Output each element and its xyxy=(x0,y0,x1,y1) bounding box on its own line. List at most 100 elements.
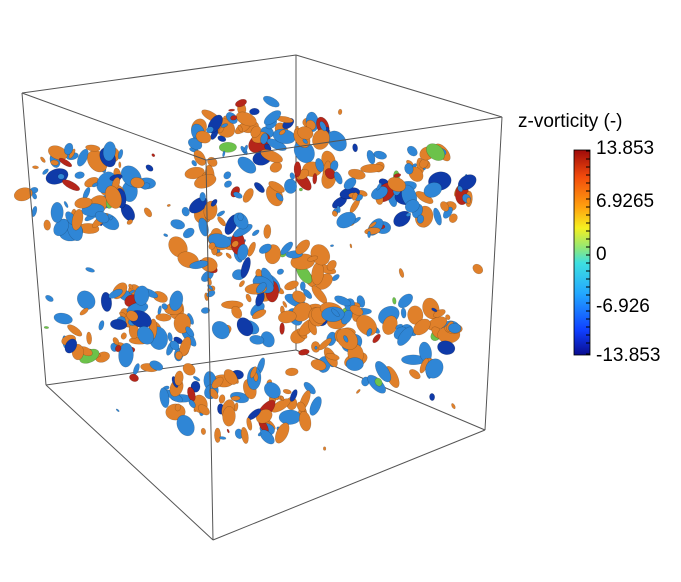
vortex-blob xyxy=(254,182,265,193)
vortex-blob xyxy=(280,241,294,255)
colorbar-gradient xyxy=(573,149,591,356)
vortex-blob xyxy=(237,124,244,133)
vortex-blob xyxy=(234,402,239,412)
vortex-blob xyxy=(43,219,51,231)
vortex-blob xyxy=(216,210,226,217)
vortex-blob xyxy=(218,141,237,153)
vortex-blob xyxy=(237,156,257,174)
vortex-blob xyxy=(118,161,122,169)
vortex-blob xyxy=(48,145,68,161)
vortex-blob xyxy=(211,320,230,340)
vortex-blob xyxy=(314,345,318,350)
vortex-blob xyxy=(292,290,306,304)
vortex-blob xyxy=(299,281,306,291)
vortex-blob xyxy=(312,173,318,185)
vortex-blob xyxy=(282,301,288,308)
vortex-blob xyxy=(169,340,180,351)
vortex-blob xyxy=(429,393,435,401)
vortex-blob xyxy=(407,145,418,157)
vortex-blob xyxy=(325,353,340,361)
vortex-blob xyxy=(128,283,134,290)
vortex-blob xyxy=(197,404,210,416)
vortex-blob xyxy=(324,168,336,180)
vortex-blob xyxy=(223,369,238,385)
vortex-blob xyxy=(191,160,197,167)
vortex-blob xyxy=(284,280,299,291)
vortex-blob xyxy=(247,241,256,257)
vortex-blob xyxy=(426,143,445,161)
vortex-blob xyxy=(451,403,456,410)
vortex-blob xyxy=(214,427,222,443)
vortex-blob xyxy=(298,348,310,356)
vortex-blob xyxy=(211,376,224,389)
vortex-blob xyxy=(285,367,299,377)
vortex-blob xyxy=(224,180,232,188)
vortex-blob xyxy=(126,310,139,322)
vortex-blob xyxy=(45,168,69,185)
vortex-blob xyxy=(431,307,438,313)
vortex-blob xyxy=(250,125,262,138)
vortex-blob xyxy=(387,176,406,192)
vortex-blob xyxy=(233,191,243,199)
vortex-blob xyxy=(425,358,444,379)
vortex-blob xyxy=(230,395,241,401)
vortex-blob xyxy=(136,326,155,345)
vortex-isosurfaces xyxy=(13,95,484,451)
vortex-blob xyxy=(187,386,196,402)
vortex-blob xyxy=(174,370,184,386)
vortex-blob xyxy=(326,259,337,271)
vortex-blob xyxy=(433,207,442,226)
vortex-blob xyxy=(230,115,238,121)
vortex-blob xyxy=(194,174,217,189)
colorbar-upper-label: 6.9265 xyxy=(596,191,655,212)
vortex-blob xyxy=(295,239,311,255)
vortex-blob xyxy=(289,389,298,402)
vortex-blob xyxy=(43,326,49,329)
vortex-blob xyxy=(251,229,260,237)
vortex-blob xyxy=(275,192,284,202)
vortex-blob xyxy=(236,317,254,337)
vortex-blob xyxy=(118,342,134,368)
vortex-blob xyxy=(307,255,319,262)
vortex-blob xyxy=(348,168,366,180)
vortex-blob xyxy=(404,162,414,175)
vortex-blob xyxy=(319,121,327,132)
vortex-blob xyxy=(246,417,253,431)
vortex-blob xyxy=(166,203,171,207)
vortex-blob xyxy=(251,309,267,320)
vortex-blob xyxy=(448,323,462,334)
vortex-blob xyxy=(321,306,345,322)
vortex-blob xyxy=(167,332,173,342)
vortex-blob xyxy=(405,212,412,217)
vortex-blob xyxy=(375,360,392,383)
vortex-blob xyxy=(169,290,184,311)
vortex-blob xyxy=(404,199,420,213)
vortex-blob xyxy=(67,324,83,337)
vortex-blob xyxy=(71,209,84,231)
vortex-blob xyxy=(184,166,205,180)
vortex-blob xyxy=(349,243,353,249)
vortex-blob xyxy=(225,252,232,259)
vortex-blob xyxy=(163,233,169,237)
vortex-blob xyxy=(220,123,229,128)
vortex-blob xyxy=(233,212,249,230)
vortex-blob xyxy=(250,366,257,379)
vortex-blob xyxy=(74,197,93,209)
vortex-blob xyxy=(31,192,38,200)
vortex-blob xyxy=(128,289,135,295)
vortex-blob xyxy=(366,149,376,165)
vortex-blob xyxy=(199,192,206,202)
vortex-blob xyxy=(198,217,209,237)
vortex-blob xyxy=(193,375,201,382)
vortex-blob xyxy=(310,359,327,371)
vortex-blob xyxy=(263,95,280,108)
colorbar-lower-label: -6.926 xyxy=(596,296,650,317)
vortex-blob xyxy=(218,394,226,404)
vortex-blob xyxy=(133,285,150,306)
vortex-blob xyxy=(278,409,302,425)
vortex-blob xyxy=(174,403,181,412)
bounding-box-front xyxy=(21,54,503,541)
vortex-blob xyxy=(40,156,46,163)
vortex-blob xyxy=(445,314,451,321)
